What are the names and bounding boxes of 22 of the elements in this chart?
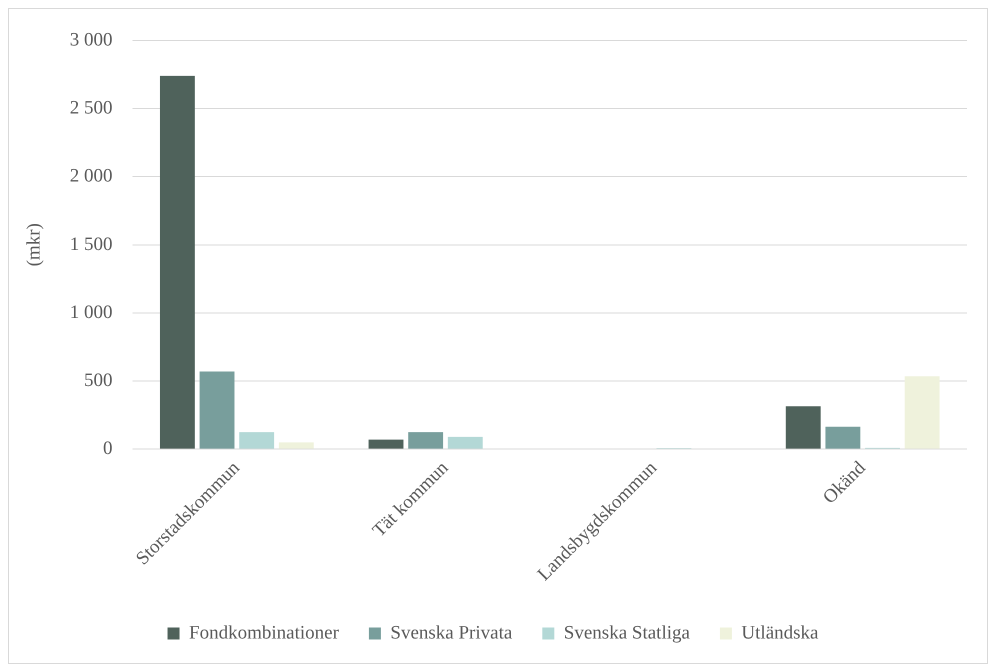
bar <box>408 432 444 449</box>
y-tick-label: 1 500 <box>70 234 113 255</box>
bar <box>368 440 404 449</box>
legend-label: Utländska <box>741 622 820 644</box>
y-tick-label: 500 <box>84 370 113 392</box>
bar <box>200 372 234 449</box>
legend-label: Svenska Statliga <box>564 622 690 644</box>
bar <box>448 436 483 449</box>
bar <box>239 432 274 449</box>
bar <box>786 406 821 449</box>
bar <box>160 76 195 449</box>
y-tick-label: 1 000 <box>70 302 113 323</box>
y-axis-title: (mkr) <box>23 223 44 266</box>
legend-label: Svenska Privata <box>390 622 513 644</box>
y-tick-label: 3 000 <box>70 29 113 50</box>
bar <box>904 376 940 449</box>
bar <box>278 442 314 449</box>
y-tick-label: 0 <box>103 438 113 460</box>
y-tick-label: 2 000 <box>70 166 113 187</box>
legend-label: Fondkombinationer <box>189 622 340 644</box>
y-tick-label: 2 500 <box>70 98 113 119</box>
bar <box>825 426 860 449</box>
